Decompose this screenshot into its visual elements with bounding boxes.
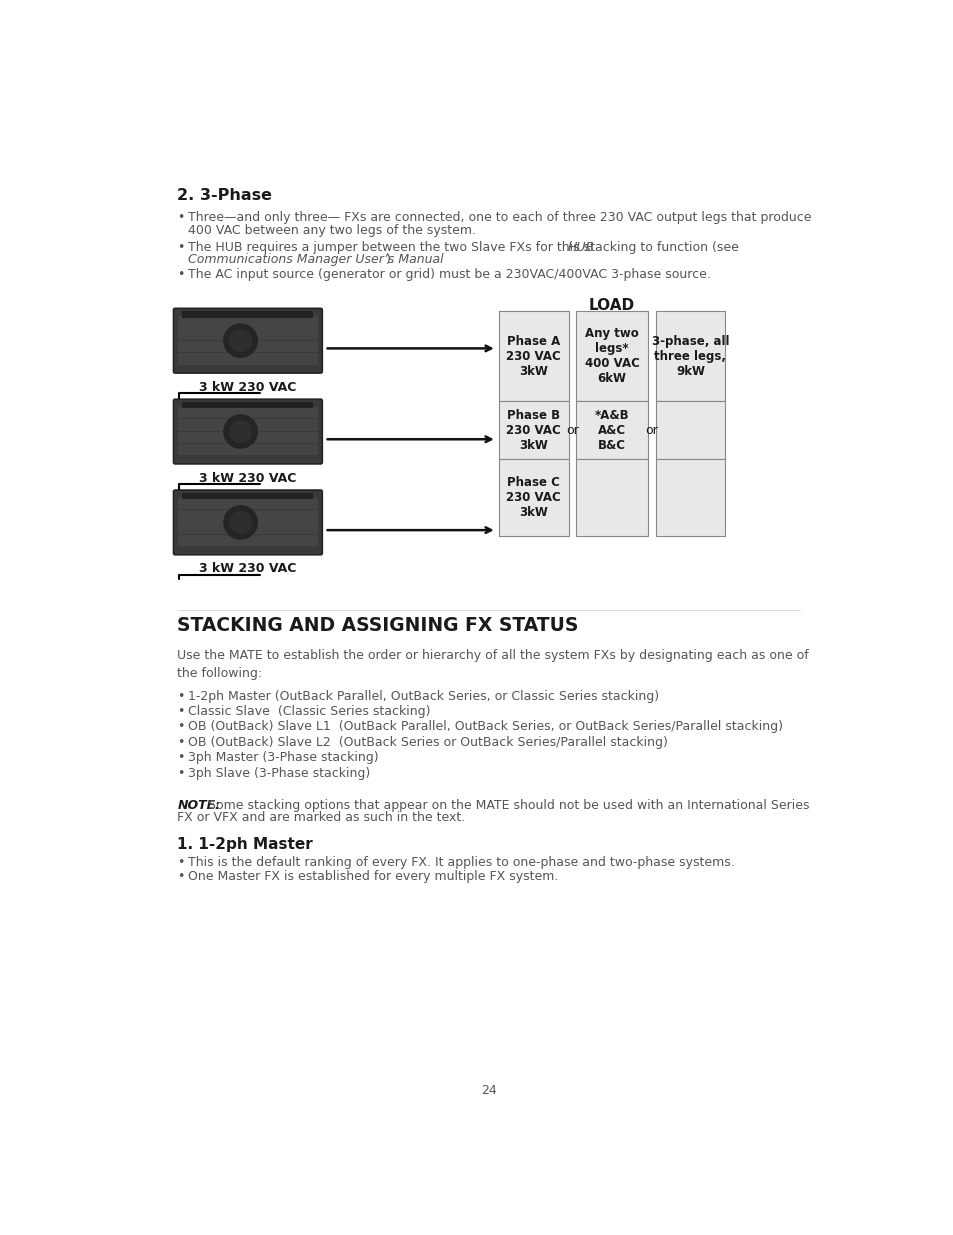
Text: 3 kW 230 VAC: 3 kW 230 VAC <box>199 562 296 576</box>
Text: Use the MATE to establish the order or hierarchy of all the system FXs by design: Use the MATE to establish the order or h… <box>177 648 808 679</box>
Bar <box>178 341 317 352</box>
Bar <box>178 510 317 521</box>
Text: or: or <box>566 424 578 436</box>
Text: •: • <box>177 689 185 703</box>
Text: OB (OutBack) Slave L2  (OutBack Series or OutBack Series/Parallel stacking): OB (OutBack) Slave L2 (OutBack Series or… <box>188 736 667 748</box>
Bar <box>178 316 317 327</box>
Text: Communications Manager User’s Manual: Communications Manager User’s Manual <box>188 253 443 266</box>
Circle shape <box>224 324 257 357</box>
Text: •: • <box>177 705 185 718</box>
Text: LOAD: LOAD <box>588 299 635 314</box>
Bar <box>182 311 314 317</box>
Text: *A&B
A&C
B&C: *A&B A&C B&C <box>595 409 629 452</box>
Text: •: • <box>177 241 185 253</box>
Circle shape <box>224 506 257 538</box>
Text: One Master FX is established for every multiple FX system.: One Master FX is established for every m… <box>188 869 558 883</box>
Text: NOTE:: NOTE: <box>177 799 220 811</box>
Text: The HUB requires a jumper between the two Slave FXs for this stacking to functio: The HUB requires a jumper between the tw… <box>188 241 742 253</box>
Text: Phase B
230 VAC
3kW: Phase B 230 VAC 3kW <box>506 409 560 452</box>
Text: 3ph Master (3-Phase stacking): 3ph Master (3-Phase stacking) <box>188 751 378 764</box>
Text: Some stacking options that appear on the MATE should not be used with an Interna: Some stacking options that appear on the… <box>208 799 809 811</box>
Bar <box>655 459 724 536</box>
Bar <box>498 311 568 401</box>
Bar <box>178 431 317 443</box>
Text: 2. 3-Phase: 2. 3-Phase <box>177 188 273 204</box>
Bar <box>178 443 317 456</box>
Text: OB (OutBack) Slave L1  (OutBack Parallel, OutBack Series, or OutBack Series/Para: OB (OutBack) Slave L1 (OutBack Parallel,… <box>188 720 782 734</box>
Bar <box>655 311 724 401</box>
Text: 3 kW 230 VAC: 3 kW 230 VAC <box>199 380 296 394</box>
Text: •: • <box>177 856 185 869</box>
Text: 3-phase, all
three legs,
9kW: 3-phase, all three legs, 9kW <box>651 335 728 378</box>
FancyBboxPatch shape <box>173 490 322 555</box>
Bar <box>178 353 317 364</box>
Text: •: • <box>177 869 185 883</box>
Bar <box>178 419 317 431</box>
Text: 1. 1-2ph Master: 1. 1-2ph Master <box>177 837 313 852</box>
Text: The AC input source (generator or grid) must be a 230VAC/400VAC 3-phase source.: The AC input source (generator or grid) … <box>188 268 710 280</box>
Bar <box>182 403 314 409</box>
Bar <box>498 401 568 459</box>
Text: FX or VFX and are marked as such in the text.: FX or VFX and are marked as such in the … <box>177 811 465 824</box>
Text: Classic Slave  (Classic Series stacking): Classic Slave (Classic Series stacking) <box>188 705 430 718</box>
Circle shape <box>224 415 257 448</box>
Text: 3ph Slave (3-Phase stacking): 3ph Slave (3-Phase stacking) <box>188 767 370 779</box>
Bar <box>178 498 317 509</box>
Circle shape <box>230 330 252 352</box>
Bar <box>576 311 647 401</box>
Bar <box>576 459 647 536</box>
Text: 3 kW 230 VAC: 3 kW 230 VAC <box>199 472 296 484</box>
Bar <box>576 401 647 459</box>
FancyBboxPatch shape <box>173 399 322 464</box>
Text: STACKING AND ASSIGNING FX STATUS: STACKING AND ASSIGNING FX STATUS <box>177 616 578 635</box>
Bar <box>178 522 317 534</box>
Text: 1-2ph Master (OutBack Parallel, OutBack Series, or Classic Series stacking): 1-2ph Master (OutBack Parallel, OutBack … <box>188 689 659 703</box>
Text: HUB: HUB <box>567 241 595 253</box>
Text: •: • <box>177 736 185 748</box>
Text: or: or <box>644 424 658 436</box>
Text: Phase A
230 VAC
3kW: Phase A 230 VAC 3kW <box>506 335 560 378</box>
Text: •: • <box>177 767 185 779</box>
Bar <box>498 459 568 536</box>
Text: 24: 24 <box>480 1084 497 1097</box>
FancyBboxPatch shape <box>173 309 322 373</box>
Text: •: • <box>177 268 185 280</box>
Text: Three—and only three— FXs are connected, one to each of three 230 VAC output leg: Three—and only three— FXs are connected,… <box>188 211 811 225</box>
Text: •: • <box>177 720 185 734</box>
Bar <box>178 535 317 546</box>
Bar <box>182 493 314 499</box>
Bar <box>655 401 724 459</box>
Text: 400 VAC between any two legs of the system.: 400 VAC between any two legs of the syst… <box>188 224 476 237</box>
Text: Any two
legs*
400 VAC
6kW: Any two legs* 400 VAC 6kW <box>584 327 639 385</box>
Text: •: • <box>177 211 185 225</box>
Circle shape <box>230 511 252 534</box>
Bar <box>178 329 317 340</box>
Text: ).: ). <box>385 253 395 266</box>
Bar <box>178 406 317 419</box>
Text: This is the default ranking of every FX. It applies to one-phase and two-phase s: This is the default ranking of every FX.… <box>188 856 734 869</box>
Text: •: • <box>177 751 185 764</box>
Text: Phase C
230 VAC
3kW: Phase C 230 VAC 3kW <box>506 475 560 519</box>
Circle shape <box>230 421 252 442</box>
